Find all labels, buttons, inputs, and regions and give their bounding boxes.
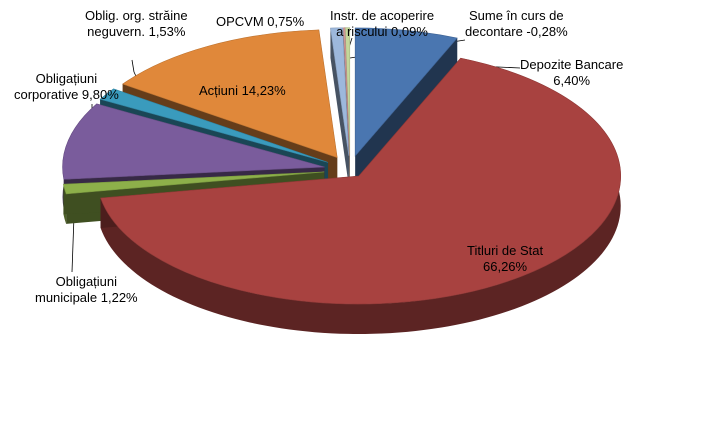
pie-slice-opcvm [330,27,350,186]
label-titluri-de-stat: Titluri de Stat 66,26% [467,243,544,274]
label-oblig-straine: Oblig. org. străine neguvern. 1,53% [85,8,188,39]
pie-slice-depozite-bancare [354,27,458,186]
label-opcvm: OPCVM 0,75% [216,14,305,29]
label-instr-acoperire: Instr. de acoperire a riscului 0,09% [330,8,435,39]
label-obligatiuni-municipale: Obligațiuni municipale 1,22% [35,274,138,305]
leader-line [131,59,135,73]
label-depozite-bancare: Depozite Bancare 6,40% [520,57,624,88]
label-sume-decontare: Sume în curs de decontare -0,28% [465,8,568,39]
label-obligatiuni-corporative: Obligațiuni corporative 9,80% [14,71,119,102]
pie-slices [62,27,622,335]
pie-slice-titluri-de-stat [100,57,622,335]
label-actiuni: Acțiuni 14,23% [199,83,286,98]
